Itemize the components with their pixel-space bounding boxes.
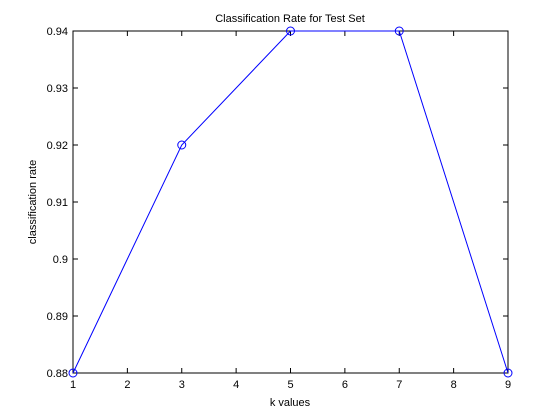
- y-tick-label: 0.93: [47, 83, 68, 95]
- x-tick-label: 3: [179, 379, 185, 391]
- x-axis-label: k values: [270, 397, 311, 409]
- chart-title: Classification Rate for Test Set: [215, 13, 365, 25]
- x-tick-label: 6: [342, 379, 348, 391]
- x-tick-label: 8: [451, 379, 457, 391]
- y-axis-label: classification rate: [27, 160, 39, 244]
- y-tick-label: 0.89: [47, 311, 68, 323]
- y-tick-label: 0.88: [47, 368, 68, 380]
- x-tick-label: 4: [233, 379, 239, 391]
- x-tick-label: 7: [396, 379, 402, 391]
- x-tick-label: 9: [505, 379, 511, 391]
- plot-area: [73, 31, 508, 373]
- y-tick-label: 0.9: [53, 254, 68, 266]
- y-tick-label: 0.92: [47, 140, 68, 152]
- x-tick-label: 5: [287, 379, 293, 391]
- y-tick-label: 0.91: [47, 197, 68, 209]
- x-tick-label: 2: [124, 379, 130, 391]
- y-tick-label: 0.94: [47, 26, 68, 38]
- x-tick-label: 1: [70, 379, 76, 391]
